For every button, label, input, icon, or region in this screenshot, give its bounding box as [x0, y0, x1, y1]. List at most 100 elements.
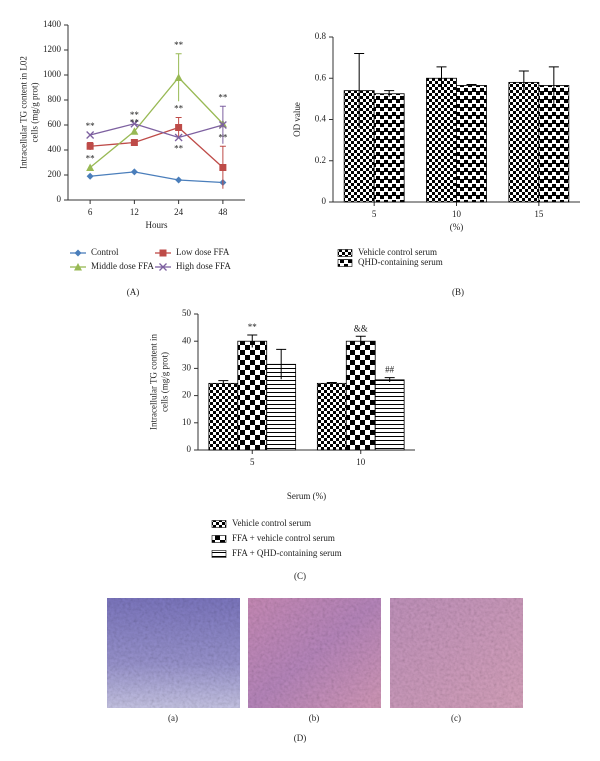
- panel-d: (a) (b) (c) (D): [107, 598, 523, 743]
- bar: [538, 85, 570, 203]
- legend-label: Middle dose FFA: [91, 261, 154, 271]
- y-axis-label: OD value: [292, 102, 302, 137]
- annotation: **: [174, 104, 184, 114]
- y-tick-label: 0.4: [315, 114, 327, 124]
- marker: [219, 164, 227, 171]
- error-bar: [436, 66, 447, 90]
- chart: 0 10 20 30 40 50 5 10 Serum (%) Intracellular TG …: [149, 308, 415, 581]
- marker: [174, 73, 183, 81]
- series-line: [90, 171, 223, 184]
- y-tick-label: 1000: [43, 69, 62, 79]
- legend-marker: [74, 263, 82, 271]
- error-bar: [247, 334, 258, 348]
- annotation: ##: [385, 365, 395, 375]
- legend-label: FFA + QHD-containing serum: [232, 548, 342, 558]
- y-tick-label: 10: [182, 417, 192, 427]
- y-axis-label: Intracellular TG content in L02: [19, 56, 29, 169]
- x-axis-label: Serum (%): [287, 491, 326, 501]
- annotation: **: [86, 121, 96, 131]
- y-tick-label: 200: [48, 169, 62, 179]
- x-tick-label: 10: [356, 457, 366, 467]
- annotation: **: [174, 40, 184, 50]
- panel-label: (A): [127, 287, 140, 297]
- image-label: (c): [451, 713, 461, 723]
- y-tick-label: 0: [187, 444, 192, 454]
- legend-swatch: [337, 249, 353, 257]
- bar: [316, 382, 347, 451]
- x-axis-label: (%): [450, 222, 464, 232]
- marker: [175, 124, 183, 131]
- annotation: **: [248, 322, 258, 332]
- error-bar: [355, 335, 366, 347]
- series-line: [89, 76, 224, 169]
- x-axis-label: Hours: [146, 220, 168, 230]
- annotation: **: [174, 144, 184, 154]
- bar: [345, 340, 376, 451]
- annotation: **: [218, 132, 228, 142]
- error-bar: [276, 348, 287, 380]
- panel-label: (D): [294, 733, 307, 743]
- y-tick-label: 20: [182, 390, 192, 400]
- y-tick-label: 0: [57, 194, 62, 204]
- bar: [208, 382, 239, 451]
- y-tick-label: 1200: [43, 44, 62, 54]
- marker: [86, 163, 95, 171]
- legend-marker: [159, 263, 167, 271]
- legend-label: High dose FFA: [176, 261, 231, 271]
- marker: [174, 133, 183, 142]
- legend-swatch: [337, 259, 353, 267]
- bar: [237, 340, 268, 451]
- chart: 0 0.2 0.4 0.6 0.8 5 10 15 (%) OD value (B) Vehicle …: [292, 31, 580, 297]
- error-bar: [384, 90, 395, 97]
- x-tick-label: 5: [372, 209, 377, 219]
- annotation: **: [86, 154, 96, 164]
- legend-label: Low dose FFA: [176, 247, 230, 257]
- error-bar: [354, 53, 365, 128]
- legend-label: Control: [91, 247, 119, 257]
- legend-marker: [159, 249, 167, 257]
- y-tick-label: 0.6: [315, 72, 327, 82]
- series-line: [89, 123, 224, 139]
- marker: [86, 131, 95, 139]
- x-tick-label: 15: [534, 209, 544, 219]
- marker: [175, 176, 183, 184]
- y-tick-label: 30: [182, 362, 192, 372]
- y-tick-label: 400: [48, 144, 62, 154]
- annotation: **: [218, 92, 228, 102]
- y-tick-label: 40: [182, 335, 192, 345]
- marker: [130, 139, 138, 146]
- y-tick-label: 50: [182, 308, 192, 318]
- x-tick-label: 24: [174, 207, 184, 217]
- bar: [508, 81, 540, 203]
- legend-swatch: [211, 535, 227, 543]
- image-label: (b): [309, 713, 320, 723]
- bar: [374, 379, 405, 451]
- annotation: **: [130, 117, 140, 127]
- y-axis-label: cells (mg/g prot): [160, 352, 170, 412]
- y-axis-label: Intracellular TG content in: [149, 333, 159, 430]
- error-bar: [384, 377, 395, 382]
- legend-label: Vehicle control serum: [358, 247, 437, 257]
- x-tick-label: 12: [130, 207, 139, 217]
- panel-label: (B): [452, 287, 464, 297]
- bar: [456, 85, 487, 203]
- micrograph: [390, 598, 523, 708]
- legend-marker: [74, 249, 82, 257]
- image-label: (a): [168, 713, 178, 723]
- marker: [218, 121, 227, 129]
- error-bar: [218, 380, 229, 387]
- error-bar: [548, 66, 559, 105]
- x-tick-label: 48: [218, 207, 228, 217]
- y-tick-label: 0.8: [315, 31, 327, 41]
- y-tick-label: 0: [322, 196, 327, 206]
- error-bar: [326, 382, 337, 385]
- error-bar: [466, 83, 477, 87]
- legend-swatch: [211, 520, 227, 528]
- legend-label: FFA + vehicle control serum: [232, 533, 335, 543]
- x-tick-label: 6: [88, 207, 93, 217]
- legend-swatch: [211, 550, 227, 558]
- legend-label: QHD-containing serum: [358, 257, 443, 267]
- panel-label: (C): [294, 571, 306, 581]
